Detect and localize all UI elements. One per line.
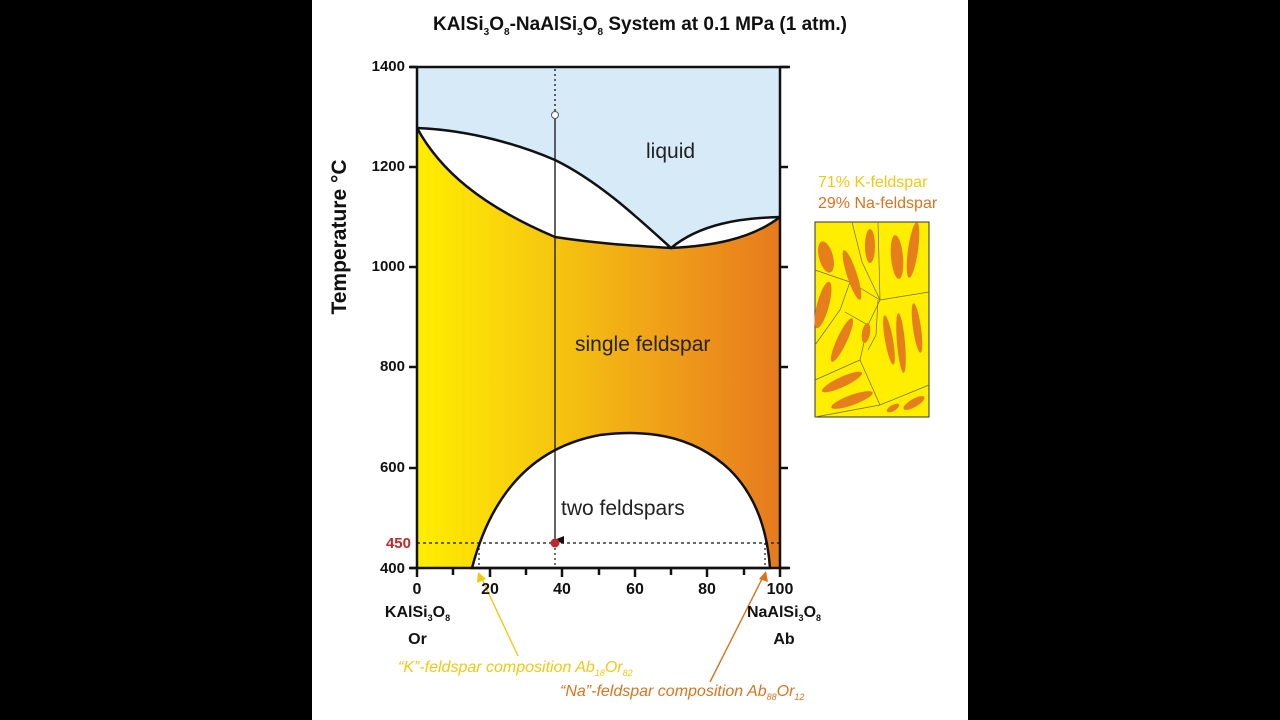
end-point [550, 538, 560, 548]
diagram-title: KAlSi3O8-NaAlSi3O8 System at 0.1 MPa (1 … [432, 14, 847, 38]
two-phase-loop-k [417, 128, 671, 248]
ytick-400: 400 [379, 560, 405, 577]
ytick-800: 800 [379, 358, 405, 375]
x-ticks [415, 568, 782, 577]
xtick-40: 40 [553, 581, 571, 598]
ytick-450: 450 [385, 535, 411, 552]
xtick-60: 60 [626, 581, 644, 598]
solvus-field [470, 431, 772, 570]
y-ticks [409, 65, 788, 570]
solidus-line [415, 127, 781, 250]
k-feldspar-arrow [480, 576, 519, 657]
xtick-80: 80 [698, 581, 716, 598]
xtick-0: 0 [412, 581, 422, 598]
na-feldspar-arrow [709, 576, 764, 683]
region-single-feldspar: single feldspar [575, 333, 711, 356]
endmember-orthoclase: KAlSi3O8 Or [384, 604, 451, 649]
ytick-1000: 1000 [371, 258, 405, 275]
perthite-inset [814, 221, 930, 418]
start-point [551, 111, 559, 119]
xtick-20: 20 [481, 581, 499, 598]
ytick-1200: 1200 [371, 158, 405, 175]
inset-na-percent: 29% Na-feldspar [818, 195, 938, 212]
na-feldspar-composition: “Na”-feldspar composition Ab88Or12 [560, 683, 805, 703]
two-phase-loop-na [671, 217, 780, 248]
inset-k-percent: 71% K-feldspar [818, 174, 928, 191]
k-feldspar-composition: “K”-feldspar composition Ab18Or82 [398, 659, 633, 679]
y-axis-label: Temperature °C [328, 159, 351, 315]
endmember-albite: NaAlSi3O8 Ab [746, 604, 822, 649]
region-two-feldspars: two feldspars [561, 497, 685, 520]
region-liquid: liquid [646, 140, 696, 163]
liquidus-line [416, 126, 781, 250]
ytick-1400: 1400 [371, 58, 405, 75]
xtick-100: 100 [766, 581, 794, 598]
ytick-600: 600 [379, 459, 405, 476]
